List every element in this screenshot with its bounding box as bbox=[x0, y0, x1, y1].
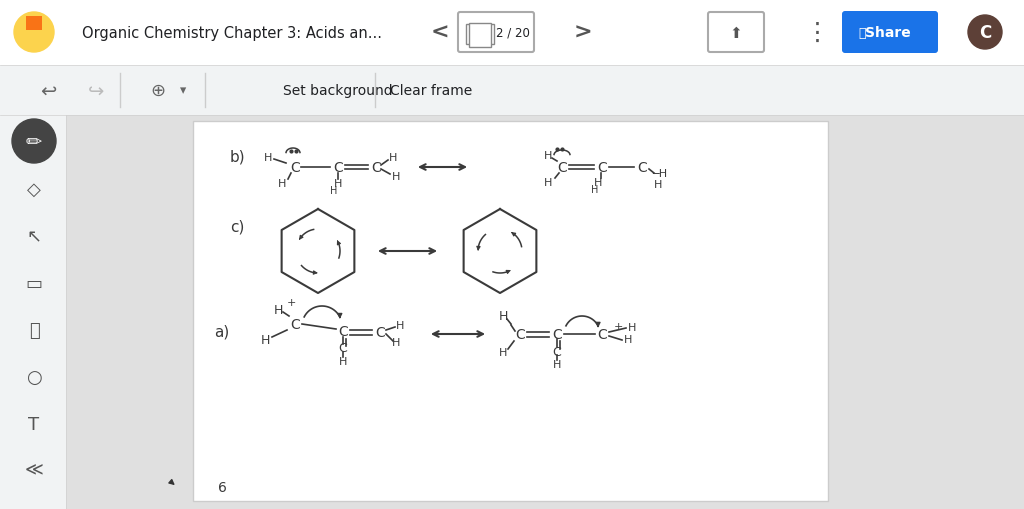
Text: C: C bbox=[553, 345, 561, 358]
Text: ✏: ✏ bbox=[26, 132, 42, 151]
Circle shape bbox=[968, 16, 1002, 50]
Text: C: C bbox=[371, 161, 381, 175]
Text: C: C bbox=[552, 327, 562, 342]
Text: c): c) bbox=[229, 219, 244, 234]
FancyBboxPatch shape bbox=[466, 25, 494, 45]
Text: H: H bbox=[653, 180, 663, 190]
Text: H: H bbox=[594, 178, 602, 188]
Text: C: C bbox=[375, 325, 385, 340]
Text: H: H bbox=[339, 356, 347, 366]
FancyBboxPatch shape bbox=[26, 17, 42, 31]
Text: +: + bbox=[613, 321, 623, 331]
FancyBboxPatch shape bbox=[842, 12, 938, 54]
FancyBboxPatch shape bbox=[0, 0, 1024, 66]
Text: C: C bbox=[557, 161, 567, 175]
Text: C: C bbox=[339, 342, 347, 355]
Text: C: C bbox=[637, 161, 647, 175]
Text: H: H bbox=[392, 337, 400, 347]
Text: H: H bbox=[544, 151, 552, 161]
Text: ⬆: ⬆ bbox=[730, 25, 742, 40]
Text: C: C bbox=[333, 161, 343, 175]
Text: ≪: ≪ bbox=[25, 460, 43, 478]
Text: Clear frame: Clear frame bbox=[390, 84, 472, 98]
Circle shape bbox=[12, 120, 56, 164]
Text: 🖼: 🖼 bbox=[29, 321, 39, 340]
FancyBboxPatch shape bbox=[469, 24, 490, 48]
Text: b): b) bbox=[229, 149, 245, 164]
Text: H: H bbox=[331, 186, 338, 195]
Text: 2 / 20: 2 / 20 bbox=[496, 26, 529, 39]
Text: H: H bbox=[264, 153, 272, 163]
Text: H: H bbox=[389, 153, 397, 163]
Text: ◇: ◇ bbox=[27, 181, 41, 199]
Text: ↩: ↩ bbox=[40, 81, 56, 100]
FancyBboxPatch shape bbox=[0, 66, 66, 509]
Text: ↖: ↖ bbox=[27, 228, 42, 245]
FancyBboxPatch shape bbox=[708, 13, 764, 53]
Text: a): a) bbox=[214, 324, 229, 339]
Text: T: T bbox=[29, 415, 40, 433]
Text: +: + bbox=[287, 297, 296, 307]
Text: H: H bbox=[544, 178, 552, 188]
Text: C: C bbox=[338, 324, 348, 338]
Text: H: H bbox=[553, 359, 561, 369]
Text: C: C bbox=[515, 327, 525, 342]
Text: ⋮: ⋮ bbox=[805, 21, 829, 45]
Text: C: C bbox=[290, 161, 300, 175]
Text: Set background: Set background bbox=[283, 84, 392, 98]
Text: 6: 6 bbox=[217, 480, 226, 494]
Circle shape bbox=[14, 13, 54, 53]
Text: ↪: ↪ bbox=[88, 81, 104, 100]
Text: H: H bbox=[273, 303, 283, 316]
Text: ⊕: ⊕ bbox=[151, 82, 166, 100]
Text: ▭: ▭ bbox=[26, 274, 43, 293]
Text: H: H bbox=[396, 320, 404, 330]
FancyBboxPatch shape bbox=[0, 66, 1024, 116]
Text: H: H bbox=[628, 322, 636, 332]
FancyBboxPatch shape bbox=[458, 13, 534, 53]
Text: >: > bbox=[573, 23, 592, 43]
Text: ─H: ─H bbox=[652, 168, 668, 179]
Text: C: C bbox=[290, 318, 300, 331]
Text: ○: ○ bbox=[27, 369, 42, 386]
Text: H: H bbox=[499, 347, 507, 357]
Text: C: C bbox=[979, 24, 991, 42]
Text: H: H bbox=[624, 334, 632, 344]
Text: C: C bbox=[597, 327, 607, 342]
Text: H: H bbox=[499, 310, 508, 323]
Text: Share: Share bbox=[865, 26, 911, 40]
Text: H: H bbox=[591, 185, 599, 194]
Text: H: H bbox=[334, 179, 342, 189]
Text: H: H bbox=[278, 179, 286, 189]
Text: 🔒: 🔒 bbox=[858, 26, 865, 39]
Text: ▾: ▾ bbox=[180, 84, 186, 97]
Text: H: H bbox=[392, 172, 400, 182]
Text: <: < bbox=[431, 23, 450, 43]
FancyBboxPatch shape bbox=[193, 122, 828, 501]
Text: C: C bbox=[597, 161, 607, 175]
Text: Organic Chemistry Chapter 3: Acids an...: Organic Chemistry Chapter 3: Acids an... bbox=[82, 25, 382, 40]
Text: H: H bbox=[260, 333, 269, 346]
